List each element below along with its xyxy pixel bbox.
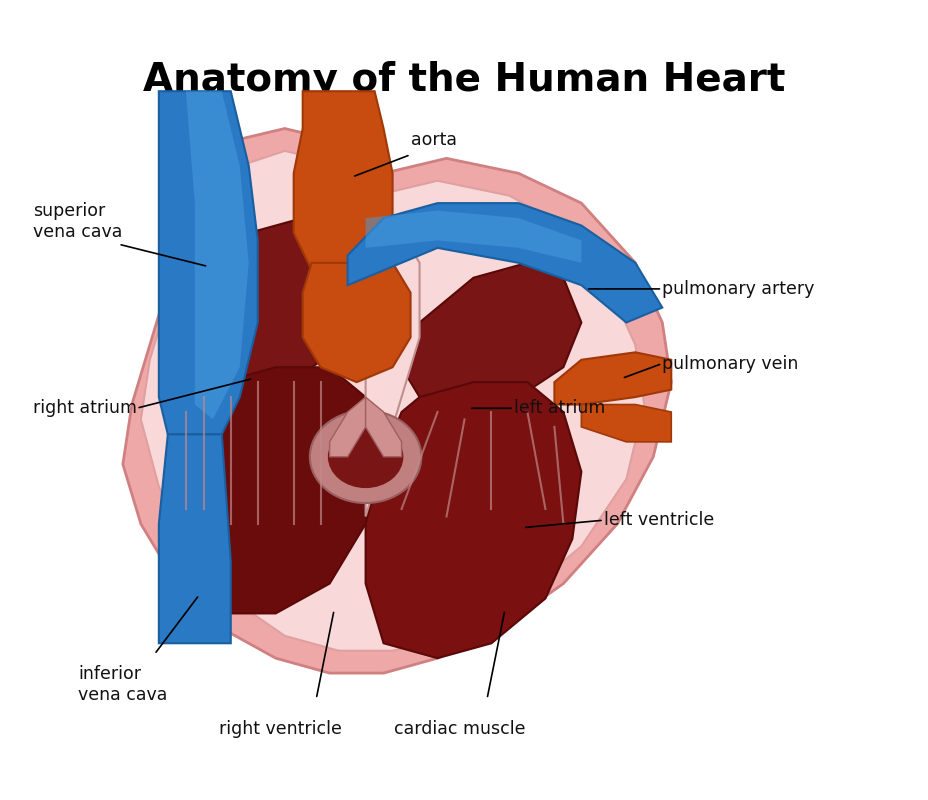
Text: right atrium: right atrium: [33, 399, 136, 418]
Polygon shape: [581, 405, 671, 442]
Circle shape: [328, 426, 403, 488]
Polygon shape: [168, 367, 383, 614]
Text: inferior
vena cava: inferior vena cava: [78, 665, 167, 704]
Polygon shape: [159, 434, 230, 643]
Text: pulmonary artery: pulmonary artery: [662, 280, 814, 298]
Polygon shape: [293, 91, 393, 278]
Polygon shape: [186, 218, 374, 382]
Text: right ventricle: right ventricle: [218, 720, 342, 738]
Polygon shape: [366, 382, 581, 658]
Polygon shape: [303, 263, 410, 382]
Polygon shape: [159, 91, 257, 434]
Text: aorta: aorta: [410, 130, 456, 149]
Polygon shape: [554, 352, 671, 405]
Circle shape: [310, 410, 421, 503]
Text: left atrium: left atrium: [513, 399, 605, 418]
Polygon shape: [186, 91, 249, 419]
Polygon shape: [401, 263, 581, 412]
Text: cardiac muscle: cardiac muscle: [393, 720, 525, 738]
Polygon shape: [329, 397, 366, 457]
Polygon shape: [141, 151, 644, 650]
Polygon shape: [366, 397, 401, 457]
Polygon shape: [366, 210, 581, 263]
Text: Anatomy of the Human Heart: Anatomy of the Human Heart: [143, 62, 785, 99]
Text: left ventricle: left ventricle: [603, 511, 714, 529]
Polygon shape: [347, 203, 662, 322]
Text: pulmonary vein: pulmonary vein: [662, 354, 798, 373]
Polygon shape: [366, 233, 419, 517]
Text: superior
vena cava: superior vena cava: [33, 202, 122, 241]
Polygon shape: [122, 129, 671, 673]
